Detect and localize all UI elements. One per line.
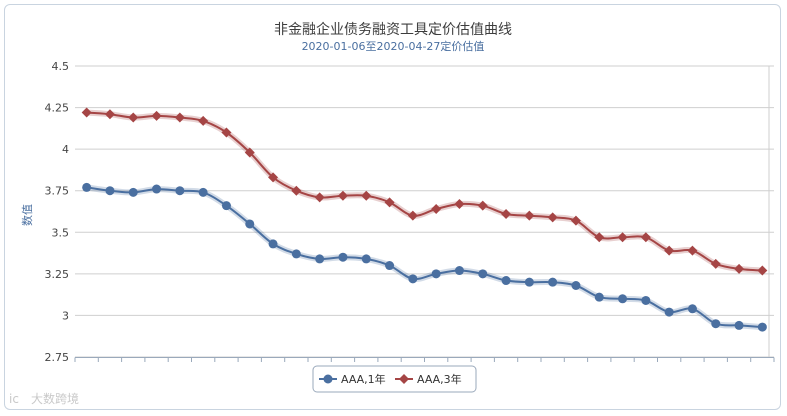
data-point-diamond <box>757 265 768 276</box>
data-point-circle <box>548 277 558 287</box>
data-point-circle <box>128 187 138 197</box>
y-tick-label: 3 <box>62 309 69 322</box>
watermark-logo-icon: ic <box>9 392 19 406</box>
data-point-diamond <box>710 258 721 269</box>
data-point-circle <box>385 261 395 271</box>
data-point-diamond <box>431 204 442 215</box>
data-point-circle <box>291 249 301 259</box>
legend-item-series-2[interactable]: AAA,3年 <box>395 372 462 386</box>
data-point-circle <box>315 254 325 264</box>
y-tick-label: 4 <box>62 143 69 156</box>
y-tick-label: 3.25 <box>45 268 70 281</box>
data-point-diamond <box>664 245 675 256</box>
data-point-diamond <box>151 110 162 121</box>
y-axis-label: 数值 <box>21 204 34 226</box>
data-point-diamond <box>361 190 372 201</box>
data-point-circle <box>268 239 278 249</box>
data-point-diamond <box>221 127 232 138</box>
data-point-diamond <box>570 215 581 226</box>
data-point-circle <box>501 276 511 286</box>
y-tick-label: 2.75 <box>45 351 70 364</box>
data-point-diamond <box>81 107 92 118</box>
data-point-circle <box>338 252 348 262</box>
legend-box <box>312 365 477 393</box>
y-tick-label: 4.5 <box>52 60 70 73</box>
data-point-circle <box>711 319 721 329</box>
data-point-circle <box>152 184 162 194</box>
data-point-diamond <box>640 232 651 243</box>
legend-label-2: AAA,3年 <box>417 372 462 386</box>
data-point-diamond <box>244 147 255 158</box>
data-point-circle <box>454 266 464 276</box>
data-point-diamond <box>594 232 605 243</box>
data-point-diamond <box>407 210 418 221</box>
data-point-circle <box>245 219 255 229</box>
data-point-diamond <box>384 197 395 208</box>
y-tick-label: 3.5 <box>52 226 70 239</box>
data-point-circle <box>618 294 628 304</box>
data-point-circle <box>198 187 208 197</box>
data-point-diamond <box>734 263 745 274</box>
data-point-circle <box>687 304 697 314</box>
data-point-diamond <box>268 172 279 183</box>
data-point-circle <box>641 295 651 305</box>
y-tick-label: 3.75 <box>45 185 70 198</box>
y-tick-labels: 4.5 4.25 4 3.75 3.5 3.25 3 2.75 <box>45 60 70 364</box>
data-point-diamond <box>291 185 302 196</box>
data-point-circle <box>594 292 604 302</box>
data-point-diamond <box>477 200 488 211</box>
chart-frame: 非金融企业债务融资工具定价估值曲线 2020-01-06至2020-04-27定… <box>4 4 781 410</box>
data-point-circle <box>105 186 115 196</box>
data-point-circle <box>408 274 418 284</box>
data-point-circle <box>664 307 674 317</box>
series-2 <box>81 107 768 276</box>
data-point-circle <box>431 269 441 279</box>
data-point-diamond <box>314 192 325 203</box>
data-point-circle <box>361 254 371 264</box>
legend-label-1: AAA,1年 <box>341 372 386 386</box>
data-point-diamond <box>547 212 558 223</box>
legend-marker-circle <box>323 374 333 384</box>
chart-title: 非金融企业债务融资工具定价估值曲线 <box>274 21 512 38</box>
chart-subtitle: 2020-01-06至2020-04-27定价估值 <box>302 39 485 53</box>
series-1 <box>82 182 767 332</box>
data-point-circle <box>175 186 185 196</box>
data-point-circle <box>757 322 767 332</box>
data-point-circle <box>734 320 744 330</box>
data-point-diamond <box>128 112 139 123</box>
data-point-circle <box>82 182 92 192</box>
data-point-diamond <box>687 245 698 256</box>
x-axis <box>74 357 775 362</box>
data-point-diamond <box>104 109 115 120</box>
data-point-diamond <box>501 208 512 219</box>
series-line-glow <box>86 184 763 331</box>
y-tick-label: 4.25 <box>45 102 70 115</box>
legend-marker-diamond <box>399 374 409 384</box>
data-point-circle <box>571 280 581 290</box>
watermark-text: 大数跨境 <box>31 391 79 406</box>
watermark: ic 大数跨境 <box>9 391 79 406</box>
line-chart: 非金融企业债务融资工具定价估值曲线 2020-01-06至2020-04-27定… <box>9 21 775 406</box>
series-layer <box>81 107 768 332</box>
data-point-diamond <box>337 190 348 201</box>
legend-item-series-1[interactable]: AAA,1年 <box>319 372 386 386</box>
data-point-diamond <box>524 210 535 221</box>
data-point-circle <box>478 269 488 279</box>
data-point-circle <box>524 277 534 287</box>
data-point-diamond <box>198 115 209 126</box>
data-point-diamond <box>454 199 465 210</box>
legend[interactable]: AAA,1年 AAA,3年 <box>312 365 477 393</box>
data-point-circle <box>221 201 231 211</box>
data-point-diamond <box>617 232 628 243</box>
data-point-diamond <box>174 112 185 123</box>
